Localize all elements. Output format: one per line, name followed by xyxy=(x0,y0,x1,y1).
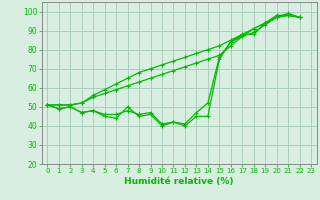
X-axis label: Humidité relative (%): Humidité relative (%) xyxy=(124,177,234,186)
